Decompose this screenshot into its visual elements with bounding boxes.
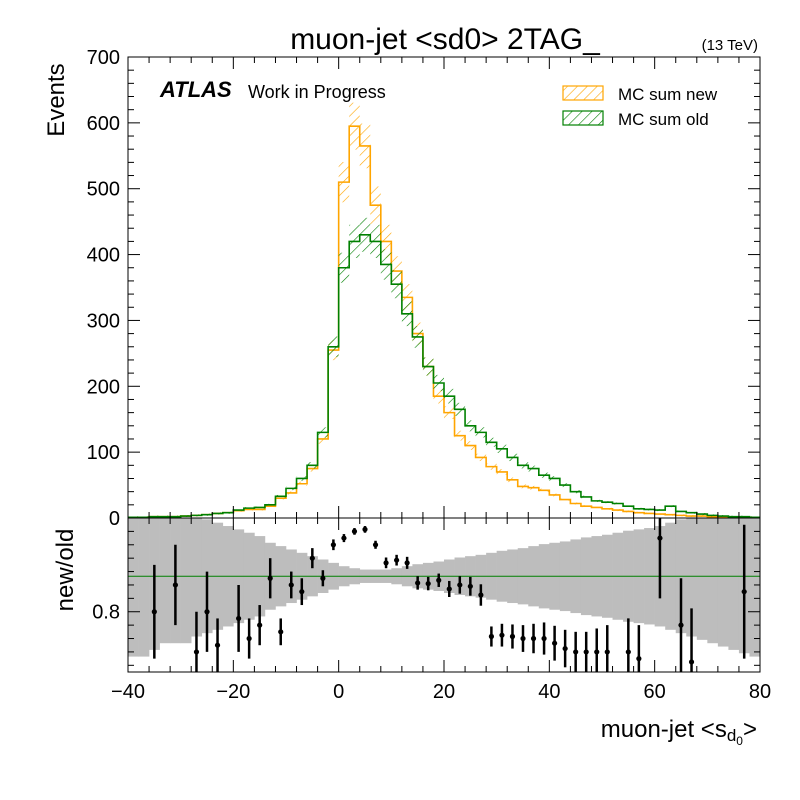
ratio-band-bin [138, 518, 150, 657]
ratio-point [604, 649, 610, 655]
y-axis-label: Events [43, 63, 70, 136]
ratio-band-bin [728, 518, 740, 650]
y-tick-label: 700 [87, 47, 120, 69]
series-old [128, 217, 760, 518]
ratio-point [488, 633, 494, 640]
x-tick-label: 60 [644, 681, 666, 703]
legend-label-old: MC sum old [618, 110, 709, 129]
legend-swatch-old [562, 110, 604, 126]
legend-swatch-new [562, 85, 604, 101]
atlas-label: ATLAS [159, 77, 232, 102]
ratio-point [257, 622, 263, 628]
ratio-point [583, 649, 589, 655]
ratio-point [267, 575, 273, 581]
ratio-point [204, 609, 210, 615]
ratio-point [541, 635, 547, 642]
ratio-band-bin [717, 518, 729, 647]
ratio-point [372, 542, 379, 548]
ratio-point [530, 635, 537, 642]
ratio-point [383, 560, 389, 566]
y-tick-label: 600 [87, 113, 120, 135]
x-tick-label: 0 [333, 681, 344, 703]
ratio-band-bin [686, 518, 698, 637]
x-tick-label: 80 [749, 681, 771, 703]
ratio-point [520, 635, 526, 642]
ratio-point [594, 649, 600, 655]
axis-ticks: −40 −20 0 20 40 60 80 0 100 200 300 400 500 600 700 0.8 [87, 47, 772, 703]
main-histogram [128, 102, 760, 518]
ratio-point [425, 581, 431, 587]
ratio-point [688, 659, 695, 665]
x-axis-label-main: muon-jet <s [601, 716, 727, 743]
y-tick-label: 0 [109, 508, 120, 530]
ratio-point [457, 582, 463, 588]
x-tick-label: 40 [538, 681, 560, 703]
chart-title: muon-jet <sd0> 2TAG_ [290, 23, 601, 56]
series-line-new [128, 125, 760, 518]
x-tick-label: −20 [216, 681, 250, 703]
legend: MC sum new MC sum old [562, 85, 718, 129]
ratio-band-bin [159, 518, 171, 644]
ratio-y-axis-label: new/old [52, 529, 79, 612]
ratio-point [741, 589, 747, 595]
y-tick-label: 300 [87, 310, 120, 332]
ratio-point [552, 640, 558, 646]
y-tick-label: 500 [87, 179, 120, 201]
ratio-point [172, 582, 178, 588]
ratio-point [288, 582, 294, 588]
x-axis-label-sub2: 0 [736, 734, 743, 748]
ratio-y-tick-label: 0.8 [92, 602, 120, 624]
ratio-point [478, 592, 484, 598]
ratio-band-bin [749, 518, 760, 657]
ratio-point [573, 649, 579, 655]
ratio-points [151, 518, 747, 672]
x-tick-label: 20 [433, 681, 455, 703]
ratio-point [562, 645, 568, 652]
ratio-point [657, 535, 663, 541]
legend-label-new: MC sum new [618, 85, 718, 104]
ratio-point [636, 656, 642, 662]
ratio-point [278, 629, 284, 635]
ratio-band-bin [180, 518, 192, 644]
ratio-band-bin [707, 518, 719, 644]
ratio-point [151, 609, 157, 615]
y-tick-label: 400 [87, 245, 120, 267]
y-tick-label: 200 [87, 376, 120, 398]
energy-label: (13 TeV) [702, 37, 758, 54]
ratio-band-bin [696, 518, 708, 640]
ratio-point [467, 583, 473, 589]
ratio-point [404, 560, 410, 566]
ratio-point [509, 633, 516, 640]
ratio-point [341, 535, 347, 541]
ratio-point [394, 557, 400, 563]
ratio-point [625, 649, 631, 655]
x-tick-label: −40 [111, 681, 145, 703]
ratio-point [330, 542, 336, 548]
ratio-point [214, 642, 221, 648]
y-tick-label: 100 [87, 442, 120, 464]
x-axis-label-sub1: d [727, 726, 736, 745]
ratio-point [236, 615, 242, 622]
series-line-old [128, 234, 760, 518]
ratio-point [309, 555, 315, 561]
ratio-point [299, 589, 305, 595]
x-axis-label-end: > [743, 716, 757, 743]
ratio-point [446, 586, 452, 592]
ratio-point [436, 577, 442, 583]
ratio-point [678, 622, 684, 628]
atlas-sublabel: Work in Progress [248, 82, 386, 102]
ratio-point [320, 575, 326, 581]
ratio-band-bin [191, 518, 203, 637]
series-new [128, 102, 760, 518]
x-axis-label: muon-jet <sd0> [601, 716, 757, 748]
ratio-point [246, 635, 252, 642]
ratio-point [499, 632, 505, 638]
ratio-point [351, 528, 358, 534]
ratio-point [415, 580, 421, 586]
ratio-point [193, 649, 200, 655]
ratio-point [362, 526, 368, 532]
ratio-band-bin [128, 518, 139, 657]
